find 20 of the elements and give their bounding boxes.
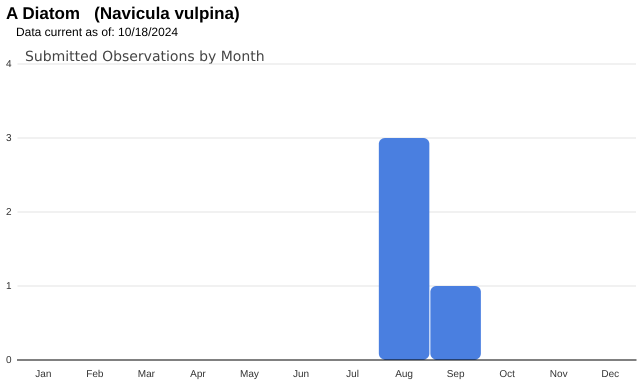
y-tick-label: 1 (6, 280, 12, 292)
x-tick-label: Dec (601, 368, 620, 380)
x-tick-label: Jan (35, 368, 52, 380)
x-tick-label: Sep (446, 368, 465, 380)
x-tick-label: May (240, 368, 259, 380)
y-tick-label: 4 (6, 58, 12, 70)
chart-title: A Diatom (Navicula vulpina) (6, 4, 240, 24)
x-tick-label: Feb (86, 368, 104, 380)
y-tick-label: 2 (6, 206, 12, 218)
x-tick-label: Jul (346, 368, 359, 380)
x-tick-label: Apr (190, 368, 206, 380)
y-tick-label: 0 (6, 354, 12, 366)
text: Data current as of: 10/18/2024 (16, 25, 178, 39)
x-tick-label: Nov (550, 368, 568, 380)
x-tick-label: Jun (292, 368, 310, 380)
y-tick-label: 3 (6, 132, 12, 144)
x-tick-label: Mar (138, 368, 156, 380)
x-tick-label: Oct (499, 368, 516, 380)
x-tick-label: Aug (395, 368, 413, 380)
chart-subtitle: Submitted Observations by Month (25, 49, 265, 65)
